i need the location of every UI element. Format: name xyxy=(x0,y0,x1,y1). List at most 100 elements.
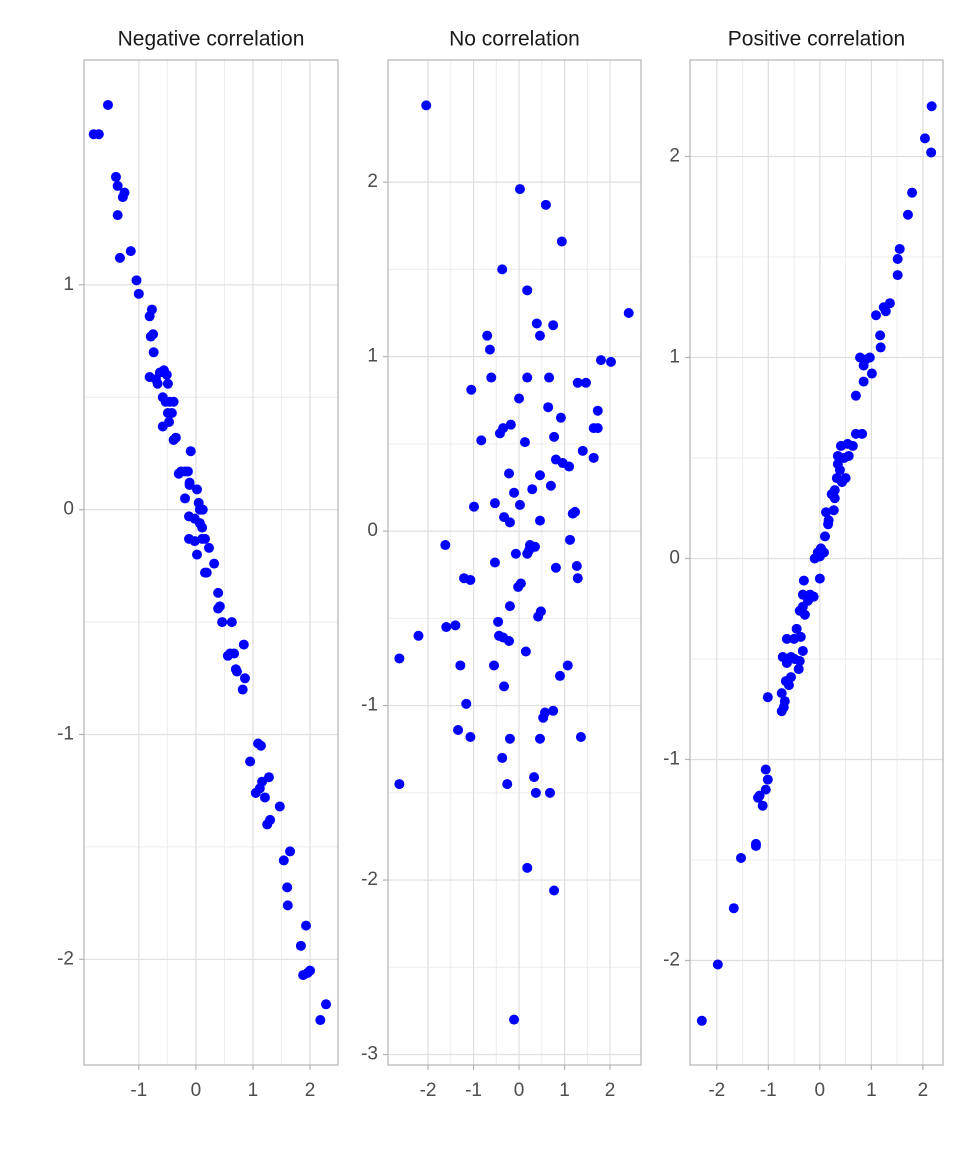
point xyxy=(544,787,555,798)
point xyxy=(760,784,771,795)
x-tick-label: 0 xyxy=(191,1080,202,1101)
point xyxy=(102,99,113,110)
x-tick-label: 0 xyxy=(514,1080,525,1101)
point xyxy=(572,377,583,388)
point xyxy=(789,633,800,644)
point xyxy=(843,450,854,461)
point xyxy=(776,706,787,717)
point xyxy=(781,633,792,644)
point xyxy=(440,540,451,551)
point xyxy=(531,318,542,329)
point xyxy=(595,355,606,366)
y-tick-label: -3 xyxy=(361,1044,378,1065)
point xyxy=(829,493,840,504)
point xyxy=(282,882,293,893)
point xyxy=(125,246,136,257)
point xyxy=(112,180,123,191)
point xyxy=(180,493,191,504)
point xyxy=(823,519,834,530)
point xyxy=(793,664,804,675)
point xyxy=(894,243,905,254)
point xyxy=(489,557,500,568)
point xyxy=(245,756,256,767)
point xyxy=(493,616,504,627)
point xyxy=(545,480,556,491)
point xyxy=(880,306,891,317)
point xyxy=(783,680,794,691)
point xyxy=(184,479,195,490)
point xyxy=(499,681,510,692)
point xyxy=(119,187,130,198)
point xyxy=(110,171,121,182)
point xyxy=(133,288,144,299)
point xyxy=(850,390,861,401)
point xyxy=(835,440,846,451)
point xyxy=(182,466,193,477)
point xyxy=(858,360,869,371)
point xyxy=(605,356,616,367)
point xyxy=(144,311,155,322)
point xyxy=(570,506,581,517)
x-tick-label: 2 xyxy=(605,1080,616,1101)
point xyxy=(549,885,560,896)
point xyxy=(850,428,861,439)
y-tick-label: 2 xyxy=(367,171,378,192)
point xyxy=(533,611,544,622)
y-tick-label: -2 xyxy=(57,948,74,969)
point xyxy=(548,705,559,716)
x-tick-label: -1 xyxy=(465,1080,482,1101)
point xyxy=(902,209,913,220)
point xyxy=(217,617,228,628)
point xyxy=(926,101,937,112)
point xyxy=(504,601,515,612)
x-tick-label: 0 xyxy=(815,1080,826,1101)
point xyxy=(441,622,452,633)
point xyxy=(791,623,802,634)
point xyxy=(148,347,159,358)
point xyxy=(295,940,306,951)
point xyxy=(239,673,250,684)
point xyxy=(548,320,559,331)
point xyxy=(529,772,540,783)
point xyxy=(131,275,142,286)
point xyxy=(696,1015,707,1026)
point xyxy=(197,504,208,515)
point xyxy=(762,774,773,785)
point xyxy=(114,252,125,263)
x-tick-label: 1 xyxy=(248,1080,259,1101)
point xyxy=(482,330,493,341)
y-tick-label: 1 xyxy=(669,346,680,367)
y-tick-label: 0 xyxy=(669,547,680,568)
point xyxy=(814,573,825,584)
point xyxy=(225,648,236,659)
point xyxy=(564,461,575,472)
y-tick-label: -1 xyxy=(663,748,680,769)
point xyxy=(712,959,723,970)
x-tick-label: -1 xyxy=(760,1080,777,1101)
point xyxy=(238,639,249,650)
x-tick-label: -2 xyxy=(708,1080,725,1101)
point xyxy=(504,517,515,528)
point xyxy=(572,573,583,584)
point xyxy=(173,468,184,479)
point xyxy=(461,698,472,709)
point xyxy=(534,515,545,526)
point xyxy=(509,1014,520,1025)
point xyxy=(736,852,747,863)
y-tick-label: -2 xyxy=(663,949,680,970)
point xyxy=(421,100,432,111)
point xyxy=(728,903,739,914)
point xyxy=(168,434,179,445)
point xyxy=(394,779,405,790)
y-tick-label: -1 xyxy=(361,695,378,716)
point xyxy=(520,646,531,657)
point xyxy=(821,507,832,518)
point xyxy=(809,553,820,564)
point xyxy=(762,692,773,703)
point xyxy=(255,740,266,751)
point xyxy=(274,801,285,812)
point xyxy=(540,199,551,210)
point xyxy=(204,542,215,553)
